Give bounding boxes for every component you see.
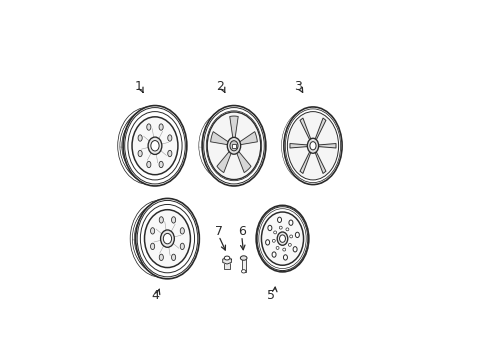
Text: 5: 5 [267,289,275,302]
Ellipse shape [118,107,179,184]
Ellipse shape [134,207,183,270]
Polygon shape [222,257,231,264]
Polygon shape [217,151,231,172]
Text: 1: 1 [134,80,142,93]
Ellipse shape [279,226,282,229]
Ellipse shape [273,231,276,234]
Ellipse shape [199,111,253,180]
Ellipse shape [240,256,246,260]
Ellipse shape [120,112,173,180]
Text: 7: 7 [214,225,222,238]
Ellipse shape [279,235,285,242]
Ellipse shape [277,217,281,222]
Ellipse shape [122,114,171,177]
Polygon shape [239,132,257,145]
Ellipse shape [256,209,303,268]
Text: 2: 2 [216,80,224,93]
Ellipse shape [292,247,297,252]
Ellipse shape [287,112,338,180]
Polygon shape [229,116,238,139]
Bar [224,262,230,269]
Ellipse shape [121,109,179,183]
Ellipse shape [146,124,151,130]
Ellipse shape [138,135,142,141]
Ellipse shape [124,111,180,181]
Ellipse shape [150,243,154,249]
Ellipse shape [307,138,318,153]
Polygon shape [236,151,250,172]
Ellipse shape [167,135,172,141]
Ellipse shape [256,205,308,272]
Ellipse shape [159,161,163,168]
Ellipse shape [167,150,172,157]
Ellipse shape [241,270,245,273]
Polygon shape [289,144,308,148]
Ellipse shape [265,240,269,245]
Ellipse shape [146,161,151,168]
Polygon shape [300,151,310,174]
Ellipse shape [284,107,342,185]
Ellipse shape [289,235,292,238]
Ellipse shape [128,112,182,180]
Ellipse shape [283,255,287,260]
Ellipse shape [281,109,335,182]
Ellipse shape [137,203,193,274]
Ellipse shape [282,248,285,251]
Ellipse shape [163,233,171,244]
Ellipse shape [150,140,159,151]
Polygon shape [317,144,335,148]
Ellipse shape [124,108,185,184]
Ellipse shape [295,232,299,238]
Ellipse shape [180,243,184,249]
Ellipse shape [130,200,191,277]
Ellipse shape [160,230,174,247]
Ellipse shape [202,105,265,186]
Ellipse shape [224,256,229,260]
Ellipse shape [272,239,275,242]
Ellipse shape [203,108,264,184]
Ellipse shape [138,150,142,157]
Ellipse shape [276,247,279,249]
Ellipse shape [267,225,271,231]
Polygon shape [314,118,325,141]
Ellipse shape [258,209,305,269]
Ellipse shape [285,228,288,231]
Ellipse shape [288,220,292,225]
Ellipse shape [229,141,238,151]
Ellipse shape [148,137,162,154]
Ellipse shape [207,112,260,180]
Ellipse shape [277,232,287,245]
Ellipse shape [171,254,175,261]
Ellipse shape [135,198,199,279]
Ellipse shape [123,105,186,186]
Ellipse shape [132,205,185,273]
Text: 4: 4 [151,289,159,302]
Ellipse shape [271,252,276,257]
Ellipse shape [140,204,194,273]
Ellipse shape [159,217,163,223]
Ellipse shape [180,228,184,234]
Ellipse shape [285,109,340,183]
Ellipse shape [137,201,197,277]
Ellipse shape [206,111,261,181]
Ellipse shape [171,217,175,223]
Ellipse shape [150,228,154,234]
Ellipse shape [309,142,315,150]
Ellipse shape [132,117,178,175]
Bar [232,144,235,148]
Polygon shape [300,118,310,141]
Ellipse shape [159,254,163,261]
Polygon shape [314,151,325,174]
Bar [241,259,245,273]
Ellipse shape [159,124,163,130]
Ellipse shape [144,210,190,267]
Ellipse shape [133,202,191,276]
Text: 6: 6 [237,225,245,238]
Polygon shape [210,132,228,145]
Text: 3: 3 [293,80,301,93]
Ellipse shape [227,137,240,154]
Ellipse shape [261,212,303,265]
Ellipse shape [257,207,307,271]
Ellipse shape [288,243,291,246]
